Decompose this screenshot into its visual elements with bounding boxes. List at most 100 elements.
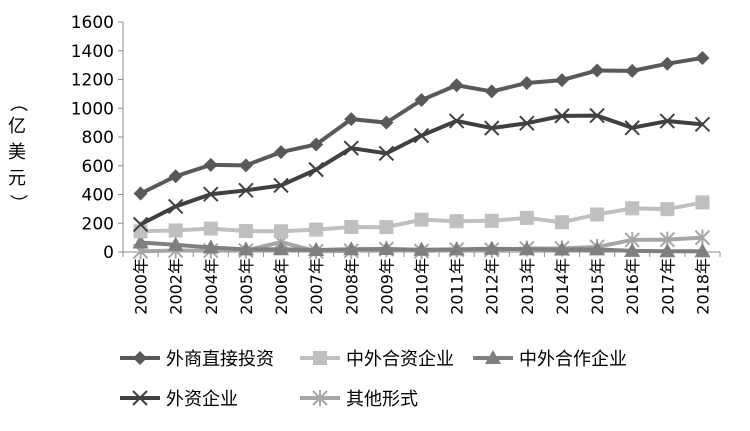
legend-item: 外资企业 (120, 389, 238, 410)
series-3-point-stroke (203, 186, 219, 202)
series-0-point (168, 169, 183, 184)
series-0-point (379, 115, 394, 130)
legend-label: 外商直接投资 (166, 349, 274, 370)
y-axis-title-char: 美 (8, 142, 26, 163)
series-1-point (133, 224, 148, 239)
series-3-point (554, 108, 570, 124)
series-1-point (554, 215, 569, 230)
series-0-point (590, 63, 605, 78)
series-3-point-stroke (132, 216, 149, 233)
series-1-point (344, 219, 359, 234)
series-0-point (695, 50, 710, 65)
series-0-point (660, 56, 675, 71)
series-1-point (238, 224, 253, 239)
series-3-point (378, 145, 395, 162)
series-3-point (308, 161, 324, 178)
legend-item: 中外合资企业 (300, 349, 454, 370)
series-2-point (694, 243, 711, 258)
y-tick-label: 800 (82, 128, 114, 148)
series-3-point (624, 120, 640, 136)
series-3-point-stroke (624, 120, 640, 136)
series-2-point (553, 241, 570, 256)
x-tick-label: 2009年 (377, 258, 396, 315)
series-2-point (132, 234, 149, 249)
series-3-point-stroke (589, 107, 605, 124)
x-tick-label: 2013年 (518, 258, 537, 315)
series-3-point-stroke (238, 182, 254, 199)
series-3-point (203, 186, 219, 202)
series-1-point (168, 223, 183, 238)
legend-label: 中外合资企业 (346, 349, 454, 370)
y-tick-label: 200 (82, 214, 114, 234)
y-axis-title-char: 亿 (8, 116, 26, 137)
y-tick-label: 400 (82, 186, 114, 206)
series-0-point (414, 93, 429, 108)
series-3-point (132, 216, 149, 233)
y-tick-label: 1000 (71, 99, 114, 119)
series-3-point-stroke (273, 177, 289, 194)
series-2-point (483, 240, 500, 255)
series-3-point (343, 140, 359, 156)
series-3-point-stroke (167, 198, 184, 215)
series-1-point (590, 207, 605, 222)
series-1-point (414, 212, 429, 227)
series-3-point-stroke (378, 145, 395, 162)
legend-swatch-marker (485, 350, 501, 364)
legend-label: 其他形式 (346, 389, 418, 410)
series-0-point (309, 137, 324, 152)
x-tick-label: 2017年 (658, 258, 677, 315)
x-tick-label: 2004年 (202, 258, 221, 315)
series-2-point (518, 241, 535, 256)
series-2-point (343, 241, 360, 256)
legend-swatch-marker (312, 390, 328, 406)
series-1-point (519, 210, 534, 225)
y-tick-label: 1400 (71, 42, 114, 62)
y-tick-label: 600 (82, 157, 114, 177)
series-3-point-stroke (413, 127, 430, 144)
series-1-point (274, 224, 289, 239)
legend-swatch-marker (133, 351, 147, 365)
series-1-point (484, 213, 499, 228)
series-1-point (660, 202, 675, 217)
series-3-point-stroke (694, 116, 711, 133)
series-0-point (484, 84, 499, 99)
series-2-point (202, 239, 219, 254)
x-tick-label: 2010年 (413, 258, 432, 315)
series-2-point (624, 242, 641, 257)
legend-item: 中外合作企业 (473, 349, 627, 370)
y-axis-title-char: （ (7, 94, 28, 112)
series-2-point (167, 236, 184, 251)
series-3-point-stroke (448, 113, 465, 129)
x-tick-label: 2012年 (483, 258, 502, 315)
series-2-point (273, 241, 290, 256)
series-2-point (413, 241, 430, 256)
series-0-point (519, 75, 534, 90)
x-tick-label: 2008年 (342, 258, 361, 315)
y-tick-label: 0 (103, 243, 114, 263)
series-3-point (413, 127, 430, 144)
series-3-point-stroke (659, 113, 676, 129)
x-tick-label: 2014年 (553, 258, 572, 315)
series-0-point (344, 112, 359, 127)
y-axis-title: （ 亿美元 ） (4, 92, 30, 214)
series-3-point-stroke (554, 108, 570, 124)
series-3-point (519, 115, 535, 131)
series-4-point (694, 229, 711, 246)
series-1-point (625, 201, 640, 216)
series-3-point (484, 120, 500, 136)
series-3-point-stroke (343, 140, 359, 156)
x-tick-label: 2015年 (588, 258, 607, 315)
series-2-point (308, 241, 325, 256)
x-tick-label: 2002年 (167, 258, 186, 315)
legend-swatch-marker-stroke (132, 390, 148, 406)
series-2-point (589, 241, 606, 256)
legend-label: 中外合作企业 (519, 349, 627, 370)
series-1-point (695, 195, 710, 210)
legend-label: 外资企业 (166, 389, 238, 410)
y-axis-title-char: ） (7, 194, 28, 212)
series-1-point (379, 220, 394, 235)
series-0-point (238, 158, 253, 173)
series-0-point (625, 63, 640, 78)
